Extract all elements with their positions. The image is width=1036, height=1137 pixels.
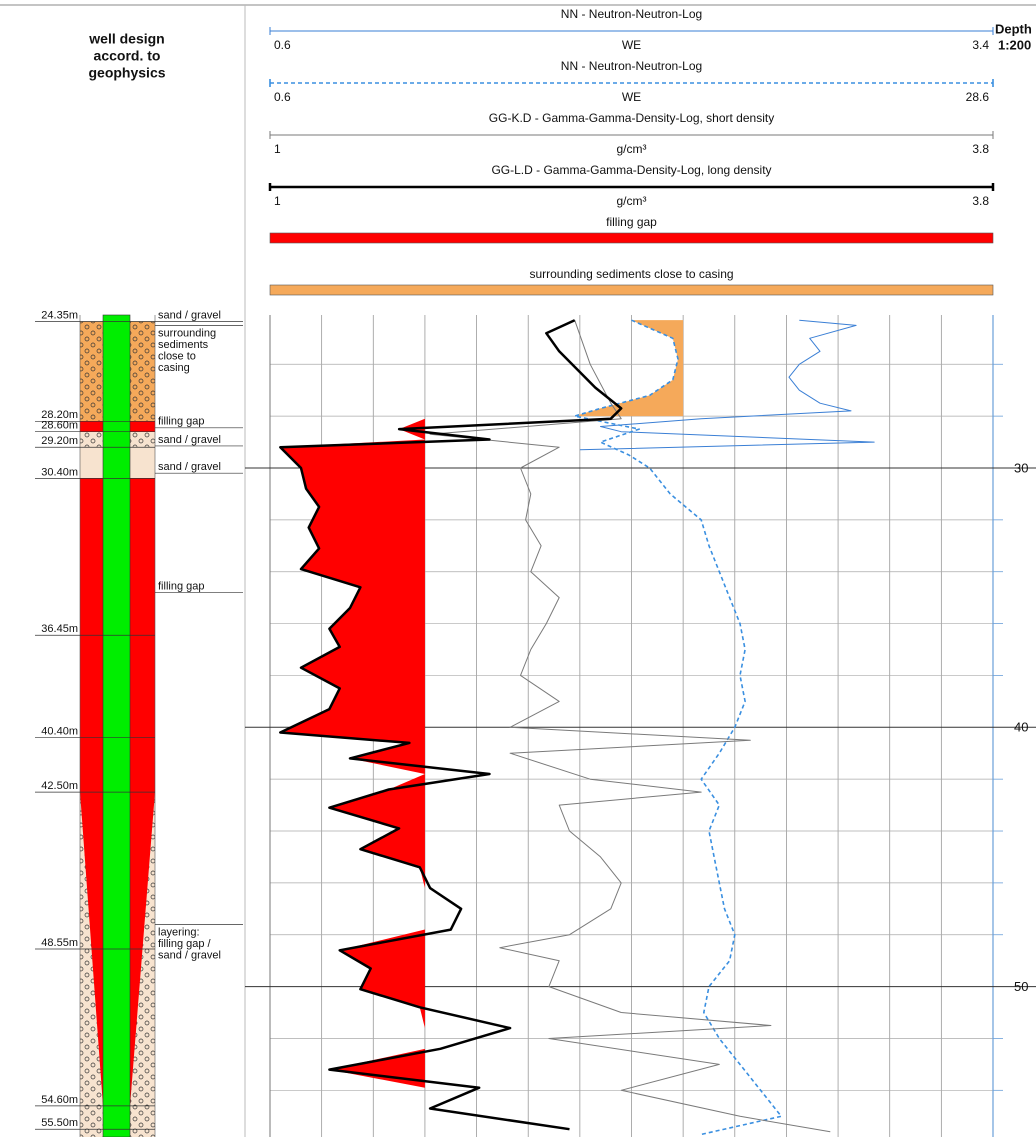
legend-name: NN - Neutron-Neutron-Log bbox=[561, 7, 702, 21]
y-tick-label: 40 bbox=[1014, 720, 1028, 735]
depth-mark-label: 55.50m bbox=[41, 1117, 78, 1129]
legend-name: GG-L.D - Gamma-Gamma-Density-Log, long d… bbox=[491, 163, 771, 177]
legend-name: filling gap bbox=[606, 215, 657, 229]
legend-unit: WE bbox=[622, 90, 641, 104]
annotation-text: casing bbox=[158, 362, 190, 374]
legend-max: 3.4 bbox=[972, 38, 989, 52]
depth-mark-label: 28.20m bbox=[41, 409, 78, 421]
legend-swatch bbox=[269, 232, 994, 244]
legend-name: NN - Neutron-Neutron-Log bbox=[561, 59, 702, 73]
depth-mark-label: 29.20m bbox=[41, 435, 78, 447]
log-curve bbox=[579, 319, 875, 451]
annotation-text: layering: bbox=[158, 926, 200, 938]
legend-unit: g/cm³ bbox=[617, 194, 647, 208]
annotation-text: sand / gravel bbox=[158, 461, 221, 473]
legend-unit: WE bbox=[622, 38, 641, 52]
depth-mark-label: 24.35m bbox=[41, 309, 78, 321]
annotation-text: sediments bbox=[158, 339, 209, 351]
annotation-text: filling gap / bbox=[158, 938, 212, 950]
y-tick-label: 50 bbox=[1014, 979, 1028, 994]
depth-mark-label: 40.40m bbox=[41, 726, 78, 738]
log-curve bbox=[279, 319, 623, 1131]
annotation-text: filling gap bbox=[158, 416, 204, 428]
legend-unit: g/cm³ bbox=[617, 142, 647, 156]
curve-fill bbox=[574, 320, 684, 417]
legend-min: 0.6 bbox=[274, 38, 291, 52]
legend-name: GG-K.D - Gamma-Gamma-Density-Log, short … bbox=[489, 111, 774, 125]
depth-mark-label: 48.55m bbox=[41, 937, 78, 949]
depth-mark-label: 28.60m bbox=[41, 420, 78, 432]
annotation-text: surrounding bbox=[158, 327, 216, 339]
depth-label: Depth bbox=[995, 21, 1032, 36]
legend-max: 3.8 bbox=[972, 142, 989, 156]
depth-mark-label: 36.45m bbox=[41, 623, 78, 635]
legend-min: 0.6 bbox=[274, 90, 291, 104]
legend-min: 1 bbox=[274, 194, 281, 208]
depth-mark-label: 54.60m bbox=[41, 1094, 78, 1106]
legend-max: 3.8 bbox=[972, 194, 989, 208]
depth-mark-label: 30.40m bbox=[41, 466, 78, 478]
column-title: accord. to bbox=[94, 48, 161, 64]
log-curve bbox=[429, 320, 831, 1133]
y-tick-label: 30 bbox=[1014, 460, 1028, 475]
scale-label: 1:200 bbox=[998, 37, 1031, 52]
curve-fill bbox=[280, 320, 425, 1130]
legend-name: surrounding sediments close to casing bbox=[529, 267, 733, 281]
annotation-text: close to bbox=[158, 350, 196, 362]
column-title: geophysics bbox=[88, 65, 165, 81]
annotation-text: sand / gravel bbox=[158, 949, 221, 961]
annotation-text: filling gap bbox=[158, 580, 204, 592]
casing bbox=[102, 314, 131, 1137]
legend-max: 28.6 bbox=[966, 90, 990, 104]
annotation-text: sand / gravel bbox=[158, 309, 221, 321]
annotation-text: sand / gravel bbox=[158, 434, 221, 446]
depth-mark-label: 42.50m bbox=[41, 780, 78, 792]
column-title: well design bbox=[88, 31, 164, 47]
legend-min: 1 bbox=[274, 142, 281, 156]
legend-swatch bbox=[269, 284, 994, 296]
